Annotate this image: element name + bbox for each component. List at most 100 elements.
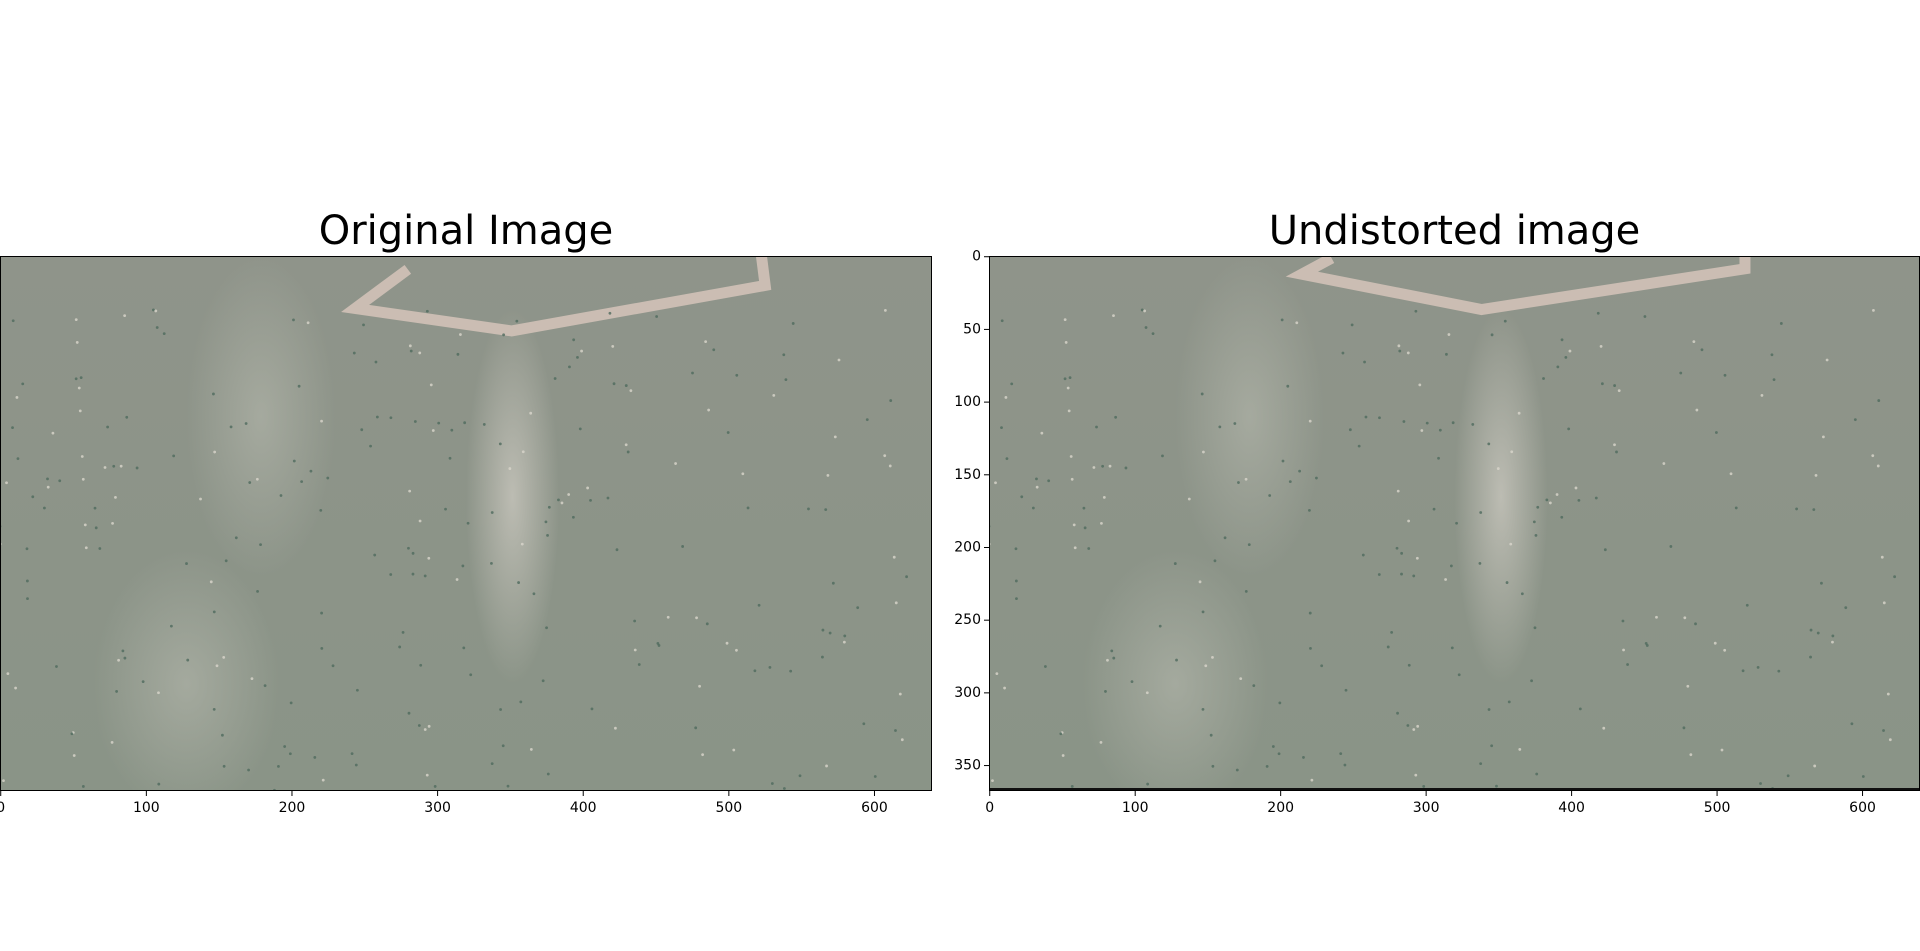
- speck: [408, 489, 412, 493]
- speck: [725, 641, 729, 645]
- speck: [782, 353, 786, 357]
- speck: [894, 729, 897, 732]
- speck: [1820, 581, 1823, 585]
- speck: [1343, 763, 1347, 767]
- speck: [1106, 658, 1109, 662]
- speck: [1533, 626, 1537, 630]
- speck: [490, 561, 493, 565]
- speck: [833, 435, 837, 439]
- speck: [1104, 690, 1107, 693]
- speck: [1200, 392, 1204, 396]
- speck: [1003, 686, 1006, 690]
- speck: [1211, 655, 1214, 659]
- speck: [154, 309, 158, 313]
- speck: [1278, 701, 1282, 705]
- speck: [456, 352, 460, 356]
- speck: [461, 564, 465, 568]
- speck: [1882, 601, 1886, 605]
- speck: [1252, 684, 1256, 688]
- speck: [991, 779, 994, 783]
- y-tick-label: 200: [954, 539, 981, 555]
- speck: [1298, 469, 1302, 473]
- speck: [578, 427, 582, 431]
- speck: [1396, 489, 1400, 493]
- speck: [735, 373, 739, 377]
- speck: [1603, 548, 1607, 552]
- speck: [741, 472, 745, 476]
- speck: [256, 589, 259, 593]
- speck: [250, 677, 254, 681]
- speck: [162, 332, 166, 336]
- speck: [84, 546, 88, 550]
- speck: [11, 426, 14, 430]
- speck: [1308, 508, 1311, 512]
- y-tick-label: 150: [954, 467, 981, 483]
- speck: [418, 351, 422, 355]
- speck: [444, 507, 447, 511]
- speck: [576, 355, 579, 359]
- speck: [350, 752, 354, 756]
- speck: [1779, 322, 1783, 325]
- speck: [1816, 631, 1820, 635]
- speck: [1143, 309, 1147, 313]
- speck: [1578, 707, 1582, 711]
- speck: [155, 326, 159, 329]
- speck: [735, 648, 738, 652]
- speck: [25, 579, 29, 583]
- speck: [1594, 496, 1598, 500]
- subplot-title: Original Image: [319, 208, 614, 254]
- speck: [26, 597, 29, 600]
- speck: [1031, 506, 1035, 510]
- speck: [888, 464, 892, 468]
- speck: [825, 764, 828, 768]
- speck: [482, 423, 486, 426]
- speck: [1713, 641, 1717, 645]
- glare: [465, 309, 560, 684]
- speck: [431, 429, 435, 432]
- speck: [1682, 726, 1686, 730]
- speck: [1059, 732, 1063, 736]
- speck: [606, 496, 610, 500]
- speck: [1615, 450, 1618, 454]
- speck: [1438, 428, 1442, 432]
- speck: [369, 444, 372, 448]
- speck: [1451, 421, 1455, 425]
- speck: [590, 707, 594, 711]
- speck: [123, 656, 127, 660]
- speck: [502, 333, 506, 337]
- speck: [411, 572, 415, 576]
- speck: [1505, 581, 1509, 584]
- speck: [1087, 547, 1091, 550]
- speck: [320, 419, 323, 423]
- speck: [757, 603, 761, 607]
- speck: [114, 496, 117, 499]
- speck: [1850, 722, 1854, 726]
- speck: [826, 473, 830, 477]
- speck: [1723, 648, 1727, 652]
- x-tick-label: 600: [1849, 800, 1876, 816]
- speck: [994, 481, 997, 485]
- speck: [1211, 764, 1215, 768]
- speck: [1532, 520, 1536, 524]
- speck: [1853, 418, 1857, 422]
- speck: [1777, 669, 1781, 673]
- speck: [215, 664, 219, 668]
- speck: [807, 507, 810, 511]
- speck: [1496, 467, 1500, 470]
- speck: [1613, 443, 1616, 447]
- speck: [1407, 519, 1411, 523]
- speck: [1786, 774, 1790, 778]
- speck: [544, 520, 548, 524]
- speck: [772, 393, 776, 397]
- speck: [1069, 455, 1073, 458]
- speck: [828, 631, 832, 635]
- speck: [1872, 308, 1875, 312]
- speck: [151, 308, 155, 312]
- speck: [1509, 542, 1513, 546]
- speck: [1655, 615, 1658, 619]
- speck: [873, 775, 877, 778]
- speck: [157, 782, 161, 786]
- speck: [1187, 497, 1191, 501]
- speck: [633, 648, 637, 652]
